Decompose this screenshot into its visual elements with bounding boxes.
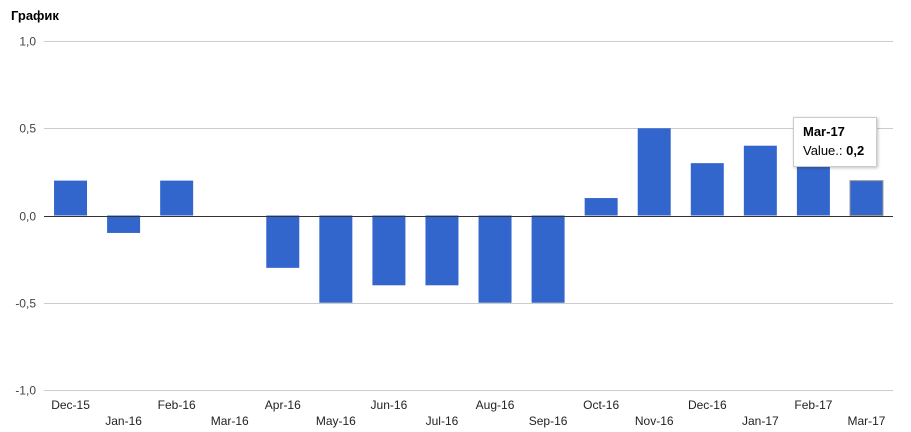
bar[interactable]	[54, 180, 88, 216]
x-tick-label: Aug-16	[476, 398, 515, 412]
x-tick-label: Jun-16	[371, 398, 408, 412]
bar[interactable]	[107, 215, 141, 233]
x-tick-label: Sep-16	[529, 414, 568, 428]
y-tick-label: 0,5	[19, 122, 36, 136]
x-tick-label: Jan-16	[105, 414, 142, 428]
y-tick-label: 0,0	[19, 210, 36, 224]
bars	[54, 128, 884, 303]
bar[interactable]	[266, 215, 300, 268]
bar[interactable]	[160, 180, 194, 216]
x-tick-label: Nov-16	[635, 414, 674, 428]
x-tick-label: Jul-16	[426, 414, 459, 428]
bar[interactable]	[584, 198, 618, 216]
bar[interactable]	[425, 215, 459, 286]
x-tick-label: Mar-16	[211, 414, 249, 428]
bar[interactable]	[849, 180, 884, 217]
y-axis-ticks: 1,0 0,5 0,0 -0,5 -1,0	[15, 35, 36, 398]
tooltip-value: 0,2	[846, 143, 865, 158]
x-tick-label: Mar-17	[847, 414, 885, 428]
bar[interactable]	[690, 163, 724, 216]
bar[interactable]	[478, 215, 512, 303]
bar[interactable]	[743, 145, 777, 216]
y-tick-label: -0,5	[15, 297, 36, 311]
y-tick-label: 1,0	[19, 35, 36, 49]
x-tick-label: Dec-16	[688, 398, 727, 412]
tooltip-title: Mar-17	[803, 124, 845, 139]
bar[interactable]	[796, 163, 830, 216]
bar[interactable]	[372, 215, 406, 286]
x-tick-label: Apr-16	[265, 398, 301, 412]
chart-title: График	[11, 8, 59, 23]
bar[interactable]	[531, 215, 565, 303]
tooltip-value-line: Value.: 0,2	[803, 143, 867, 158]
bar[interactable]	[637, 128, 671, 216]
tooltip: Mar-17 Value.: 0,2	[793, 117, 877, 167]
tooltip-value-label: Value.:	[803, 143, 847, 158]
x-axis-labels: Dec-15 Jan-16 Feb-16 Mar-16 Apr-16 May-16 Jun-…	[51, 398, 886, 428]
x-tick-label: May-16	[316, 414, 356, 428]
x-tick-label: Dec-15	[51, 398, 90, 412]
x-tick-label: Oct-16	[583, 398, 619, 412]
bar[interactable]	[319, 215, 353, 303]
y-tick-label: -1,0	[15, 384, 36, 398]
x-tick-label: Feb-16	[158, 398, 196, 412]
x-tick-label: Feb-17	[794, 398, 832, 412]
x-tick-label: Jan-17	[742, 414, 779, 428]
